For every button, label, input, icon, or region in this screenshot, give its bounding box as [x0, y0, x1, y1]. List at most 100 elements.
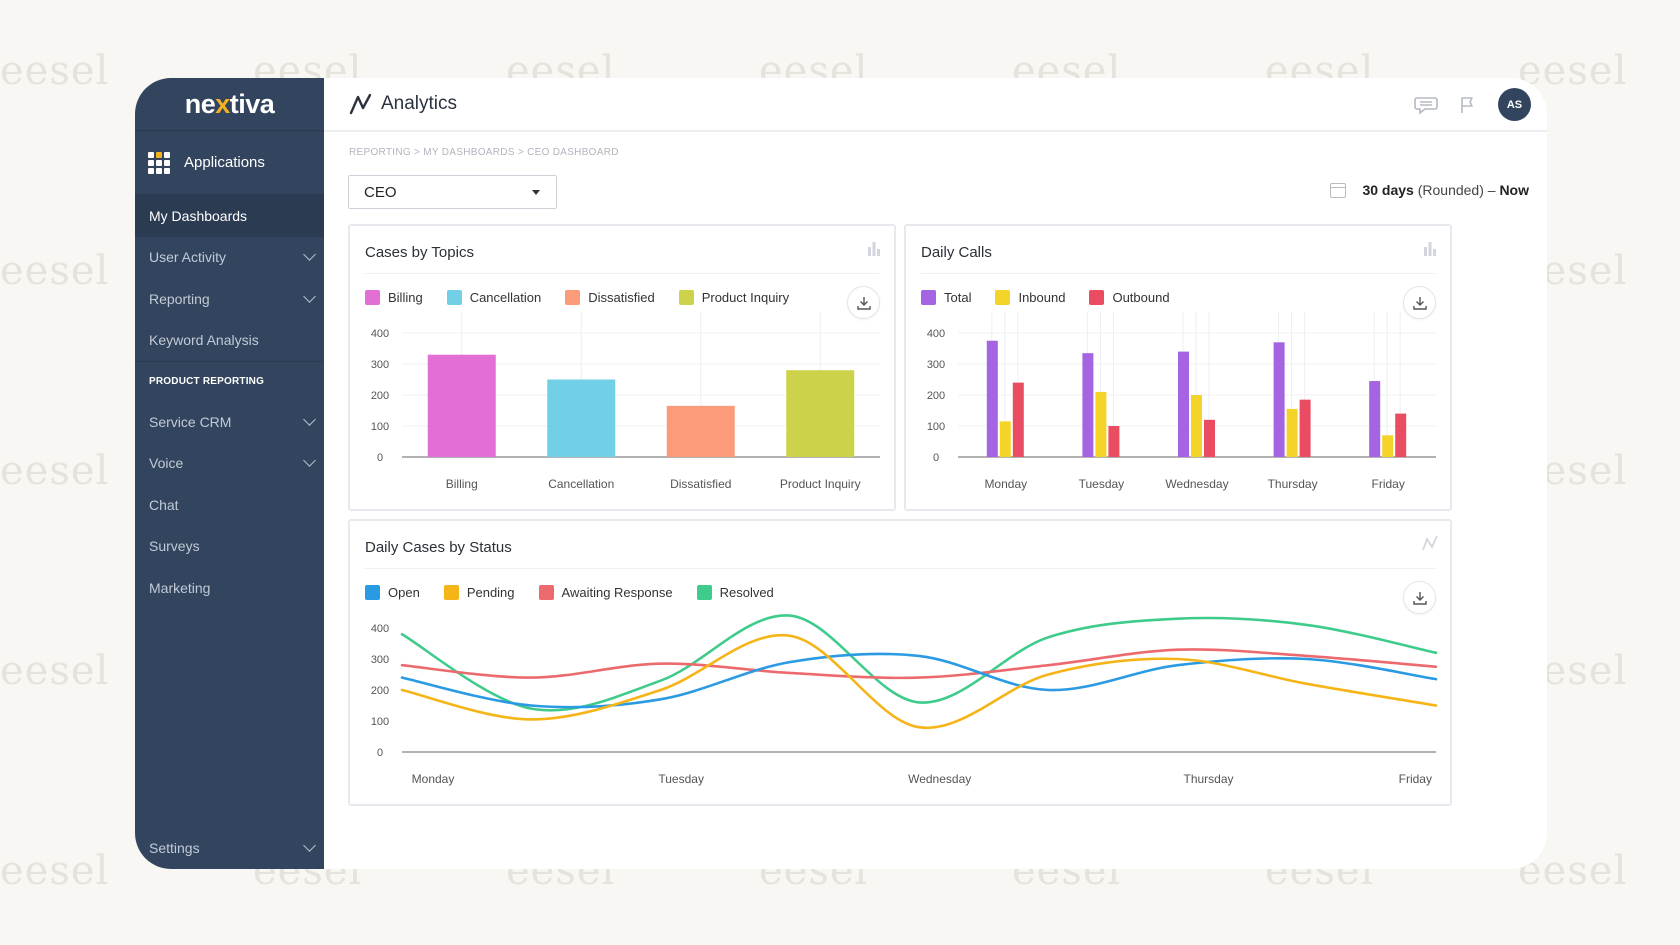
sidebar-item-keyword-analysis[interactable]: Keyword Analysis: [135, 320, 324, 362]
legend-swatch: [696, 585, 712, 600]
legend-item[interactable]: Dissatisfied: [565, 290, 655, 305]
card-title: Daily Cases by Status: [365, 539, 512, 556]
sidebar-item-surveys[interactable]: Surveys: [135, 526, 324, 568]
legend-item[interactable]: Total: [921, 290, 971, 305]
chevron-down-icon: [303, 454, 316, 468]
legend-item[interactable]: Open: [365, 585, 420, 600]
legend-item[interactable]: Billing: [365, 290, 423, 305]
watermark-text: eesel: [1518, 48, 1628, 94]
sidebar-item-service-crm[interactable]: Service CRM: [135, 401, 324, 443]
chevron-down-icon: [303, 839, 316, 853]
bar-inbound-friday: [1382, 435, 1394, 457]
bar-outbound-thursday: [1299, 399, 1311, 457]
legend-item[interactable]: Pending: [443, 585, 515, 600]
legend-item[interactable]: Resolved: [696, 585, 774, 600]
sidebar-item-label: Keyword Analysis: [149, 332, 259, 349]
dashboard-select-value: CEO: [364, 183, 397, 201]
x-tick-label: Thursday: [1268, 477, 1318, 491]
legend-label: Cancellation: [469, 290, 542, 305]
daily-calls-chart: 0 100 200 300 400 Monday Tuesday Wednesday Thurs…: [927, 312, 1436, 491]
legend-swatch: [365, 585, 380, 600]
legend-label: Inbound: [1018, 290, 1066, 305]
line-series-awaiting-response: [400, 648, 1438, 680]
download-button[interactable]: [1403, 581, 1436, 614]
y-tick-label: 100: [371, 716, 389, 728]
y-tick-label: 200: [371, 685, 389, 697]
sidebar-item-settings[interactable]: Settings: [135, 828, 324, 870]
y-tick-label: 300: [371, 359, 389, 371]
sidebar: ne x tiva Applications My Dashboards User A…: [135, 78, 324, 869]
x-tick-label: Tuesday: [658, 772, 704, 786]
chevron-down-icon: [303, 412, 316, 426]
download-icon: [856, 296, 871, 310]
watermark-text: eesel: [0, 848, 110, 894]
bar-chart-icon[interactable]: [1422, 240, 1438, 256]
download-icon: [1412, 296, 1427, 310]
download-button[interactable]: [1403, 286, 1436, 319]
download-button[interactable]: [847, 286, 880, 319]
legend-label: Resolved: [719, 585, 774, 600]
y-tick-label: 300: [371, 654, 389, 666]
page-title: Analytics: [381, 93, 458, 114]
legend-swatch: [538, 585, 554, 600]
legend-item[interactable]: Outbound: [1089, 290, 1170, 305]
date-range[interactable]: 30 days (Rounded) – Now: [1330, 182, 1529, 198]
top-bar: Analytics AS: [324, 78, 1547, 132]
chevron-down-icon: [303, 289, 316, 303]
x-tick-label: Wednesday: [908, 772, 971, 786]
y-tick-label: 200: [927, 390, 945, 402]
sidebar-item-label: Settings: [149, 840, 200, 857]
product-reporting-heading: PRODUCT REPORTING: [135, 361, 324, 401]
legend-swatch: [443, 585, 459, 600]
line-chart-icon[interactable]: [1422, 535, 1438, 551]
legend-swatch: [678, 290, 694, 305]
sidebar-item-my-dashboards[interactable]: My Dashboards: [135, 195, 324, 237]
logo-text-post: tiva: [229, 88, 275, 119]
flag-icon[interactable]: [1458, 95, 1478, 115]
sidebar-item-reporting[interactable]: Reporting: [135, 278, 324, 320]
y-tick-label: 100: [927, 421, 945, 433]
applications-menu[interactable]: Applications: [135, 131, 324, 195]
legend-label: Dissatisfied: [588, 290, 655, 305]
legend-item[interactable]: Awaiting Response: [538, 585, 673, 600]
y-tick-label: 400: [371, 328, 389, 340]
x-tick-label: Friday: [1372, 477, 1405, 491]
x-tick-label: Tuesday: [1079, 477, 1125, 491]
bar-chart-icon[interactable]: [866, 240, 882, 256]
sidebar-item-chat[interactable]: Chat: [135, 484, 324, 526]
bar-total-wednesday: [1178, 351, 1189, 457]
sidebar-item-voice[interactable]: Voice: [135, 443, 324, 485]
watermark-text: eesel: [0, 448, 110, 494]
legend-item[interactable]: Inbound: [995, 290, 1065, 305]
product-reporting-nav: Service CRM Voice Chat Surveys Marketing: [135, 401, 324, 609]
x-tick-label: Thursday: [1184, 772, 1234, 786]
legend-swatch: [995, 290, 1011, 305]
x-tick-label: Dissatisfied: [670, 477, 731, 491]
bar-total-tuesday: [1082, 353, 1094, 457]
watermark-text: eesel: [0, 248, 110, 294]
nextiva-logo[interactable]: ne x tiva: [135, 78, 324, 131]
sidebar-item-user-activity[interactable]: User Activity: [135, 237, 324, 279]
legend-item[interactable]: Product Inquiry: [678, 290, 789, 305]
bar-outbound-wednesday: [1204, 419, 1215, 457]
dashboard-select[interactable]: CEO: [348, 175, 557, 209]
sidebar-item-label: Marketing: [149, 579, 211, 596]
x-tick-label: Wednesday: [1165, 477, 1228, 491]
legend-swatch: [1089, 290, 1105, 305]
sidebar-item-marketing[interactable]: Marketing: [135, 567, 324, 609]
chat-icon[interactable]: [1414, 95, 1438, 115]
legend-label: Open: [388, 585, 420, 600]
legend-item[interactable]: Cancellation: [446, 290, 542, 305]
card-title: Cases by Topics: [365, 244, 474, 261]
breadcrumb[interactable]: REPORTING > MY DASHBOARDS > CEO DASHBOAR…: [349, 147, 619, 158]
bar-total-monday: [986, 340, 998, 457]
legend-label: Awaiting Response: [561, 585, 673, 600]
legend-swatch: [446, 290, 462, 305]
sidebar-item-label: Voice: [149, 455, 184, 472]
user-avatar[interactable]: AS: [1498, 88, 1531, 121]
date-range-period: 30 days: [1362, 182, 1414, 198]
cases-by-topics-chart: 0 100 200 300 400 Billing Cancellation Dissatis…: [371, 312, 880, 491]
x-tick-label: Billing: [446, 477, 478, 491]
sidebar-item-label: Reporting: [149, 290, 210, 307]
card-title: Daily Calls: [921, 244, 992, 261]
